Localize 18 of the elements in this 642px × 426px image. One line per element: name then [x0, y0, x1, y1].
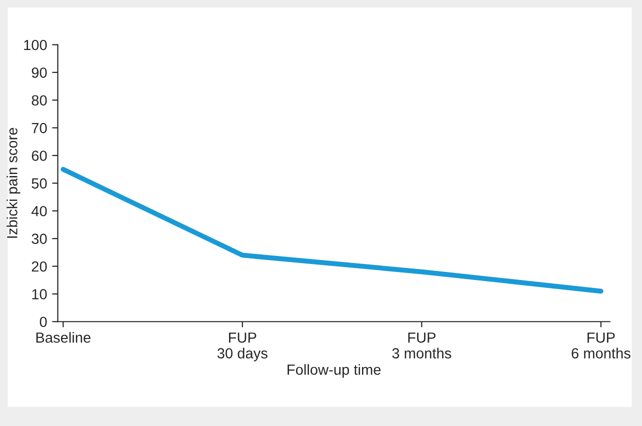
y-tick-label: 90 [32, 68, 47, 78]
y-tick-label: 60 [32, 150, 47, 161]
x-tick-label: FUP 30 days [217, 332, 268, 362]
x-tick-label: FUP 3 months [392, 332, 452, 358]
line-series [60, 166, 604, 294]
y-tick-label: 30 [32, 234, 47, 244]
x-tick-label: FUP 6 months [572, 332, 630, 358]
y-tick-label: 70 [32, 122, 47, 134]
y-tick-label: 10 [32, 289, 47, 300]
x-axis-title: Follow-up time [288, 364, 381, 378]
y-tick-label: 40 [31, 206, 47, 216]
y-axis-title: Izbicki pain score [6, 128, 20, 238]
y-tick-label: 100 [24, 40, 47, 50]
y-tick-label: 0 [40, 316, 47, 328]
y-tick-label: 20 [32, 261, 47, 272]
y-tick-label: 50 [32, 178, 47, 189]
x-tick-label: Baseline [36, 332, 90, 343]
y-tick-label: 80 [32, 95, 47, 106]
